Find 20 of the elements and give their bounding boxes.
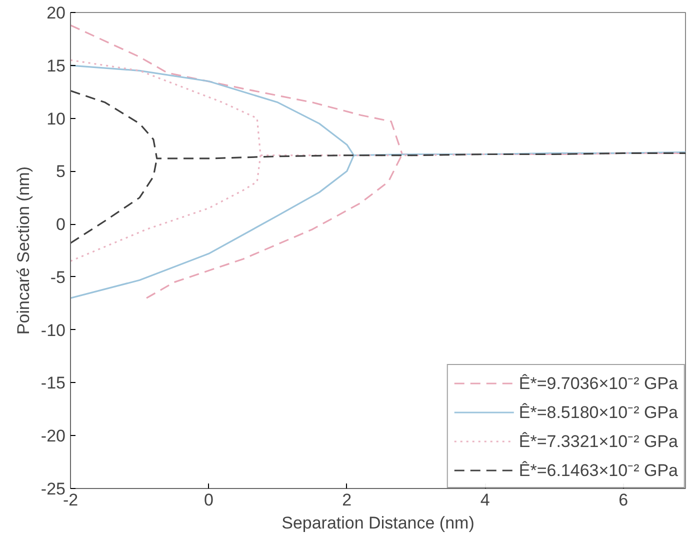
y-tick-label: -5 [50, 268, 66, 287]
legend-label: Ê*=9.7036×10⁻² GPa [518, 373, 678, 394]
y-tick-label: 15 [46, 56, 66, 76]
y-tick-label: -20 [40, 426, 66, 446]
x-tick-label: 2 [342, 490, 352, 510]
x-axis-title: Separation Distance (nm) [282, 514, 474, 532]
y-tick-label: 5 [56, 162, 66, 182]
y-tick-label: 20 [46, 4, 66, 22]
y-tick-label: -15 [40, 374, 66, 393]
legend-label: Ê*=7.3321×10⁻² GPa [518, 431, 678, 452]
y-axis-title: Poincaré Section (nm) [14, 166, 33, 335]
legend-label: Ê*=6.1463×10⁻² GPa [518, 460, 678, 481]
y-tick-label: -25 [40, 480, 66, 498]
x-tick-label: 0 [204, 490, 214, 510]
legend-label: Ê*=8.5180×10⁻² GPa [518, 402, 678, 423]
x-tick-label: 6 [618, 490, 628, 510]
y-tick-label: 10 [46, 109, 66, 128]
y-tick-label: -10 [40, 320, 66, 340]
x-tick-label: 4 [480, 490, 490, 510]
y-tick-label: 0 [56, 215, 66, 234]
